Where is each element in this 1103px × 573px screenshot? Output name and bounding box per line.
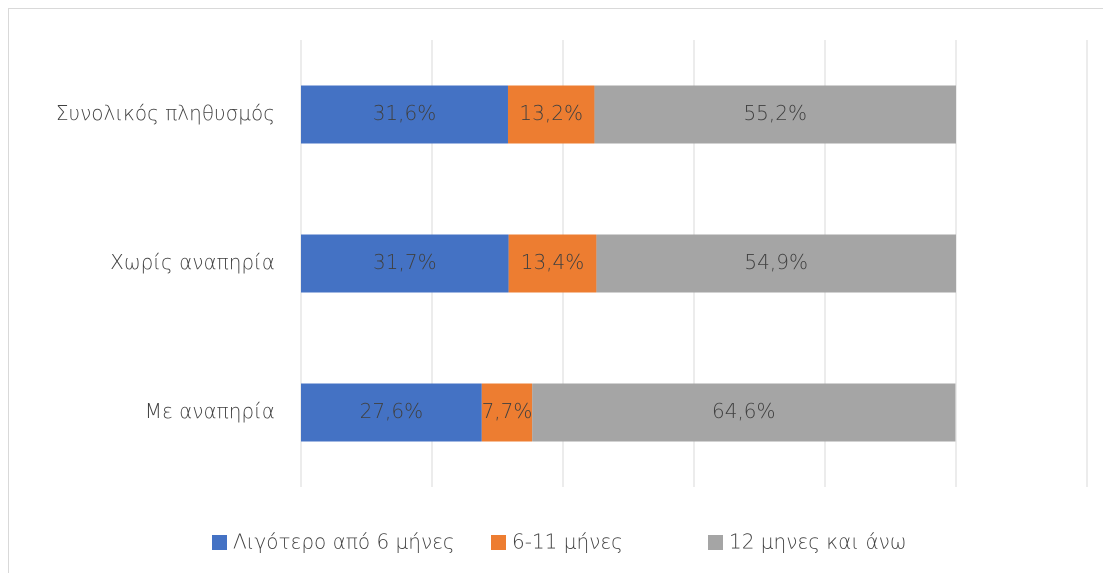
bar-segment xyxy=(301,234,509,293)
data-label: 54,9% xyxy=(744,250,808,274)
bar-segment xyxy=(532,383,956,442)
data-label: 13,2% xyxy=(519,101,583,125)
data-label: 31,7% xyxy=(373,250,437,274)
bar-segment xyxy=(481,383,533,442)
y-tick-label: Με αναπηρία xyxy=(145,399,275,423)
bar-segment xyxy=(301,383,482,442)
legend-label: 12 μηνες και άνω xyxy=(729,530,907,554)
data-label: 31,6% xyxy=(373,101,437,125)
data-label: 13,4% xyxy=(521,250,585,274)
data-label: 55,2% xyxy=(743,101,807,125)
legend-swatch xyxy=(491,535,506,550)
legend-swatch xyxy=(212,535,227,550)
bar-segment xyxy=(508,234,597,293)
bar-segment xyxy=(507,85,595,144)
bar-segment xyxy=(594,85,956,144)
legend-label: Λιγότερο από 6 μήνες xyxy=(233,530,455,554)
y-tick-label: Χωρίς αναπηρία xyxy=(110,250,275,274)
legend-swatch xyxy=(708,535,723,550)
bar-segment xyxy=(301,85,508,144)
bar-segment xyxy=(596,234,956,293)
legend-label: 6-11 μήνες xyxy=(512,530,623,554)
data-label: 7,7% xyxy=(482,399,533,423)
data-label: 27,6% xyxy=(360,399,424,423)
y-tick-label: Συνολικός πληθυσμός xyxy=(56,101,275,125)
data-label: 64,6% xyxy=(712,399,776,423)
